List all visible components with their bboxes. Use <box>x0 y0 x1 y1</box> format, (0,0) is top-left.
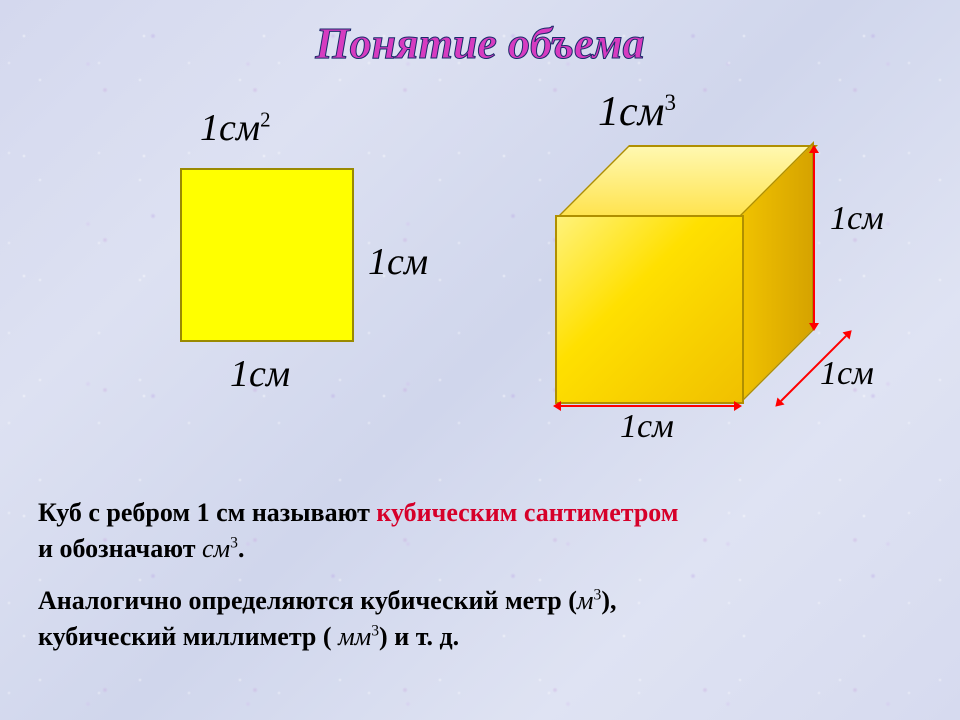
slide-title-fill: Понятие объема <box>315 19 644 68</box>
text-l3b-math: м3 <box>577 586 601 615</box>
square-label-top-base: 1см <box>200 107 260 149</box>
cube-label-bottom-base: 1см <box>620 408 674 445</box>
square-label-right: 1см <box>368 240 428 284</box>
cube-face-front <box>555 215 744 404</box>
text-l3a: Аналогично определяются кубический метр … <box>38 586 577 615</box>
text-l2a: и обозначают <box>38 534 202 563</box>
figure-cube: 1см3 1см 1см 1см <box>520 100 920 470</box>
text-l4a: кубический миллиметр ( <box>38 622 338 651</box>
cube-label-top: 1см3 <box>598 88 676 136</box>
cube-label-right-upper: 1см <box>830 200 884 238</box>
text-l4d: и т. д. <box>394 622 459 651</box>
cube-label-bottom: 1см <box>620 408 674 446</box>
cube-label-top-base: 1см <box>598 89 664 135</box>
figures-stage: 1см2 1см 1см 1см3 1см 1см 1 <box>0 100 960 470</box>
square-shape <box>180 168 354 342</box>
slide-title: Понятие объема Понятие объема <box>0 18 960 69</box>
text-l2c: . <box>238 534 245 563</box>
explanation-text: Куб с ребром 1 см называют кубическим са… <box>38 498 922 658</box>
cube-arrow-height <box>813 153 815 323</box>
cube-label-right-upper-base: 1см <box>830 200 884 237</box>
text-l3c: ), <box>601 586 616 615</box>
text-l1b-red: кубическим сантиметром <box>376 498 678 527</box>
text-l4b-math: мм3 <box>338 622 379 651</box>
text-l4c: ) <box>379 622 394 651</box>
square-label-bottom: 1см <box>230 352 290 396</box>
square-label-top-sup: 2 <box>260 107 270 131</box>
text-l2b-math: см3 <box>202 534 238 563</box>
cube-arrow-width <box>561 405 734 407</box>
cube-label-top-sup: 3 <box>664 89 676 115</box>
square-label-right-base: 1см <box>368 241 428 283</box>
square-label-bottom-base: 1см <box>230 353 290 395</box>
cube-label-right-lower: 1см <box>820 355 874 393</box>
cube-shape <box>555 145 815 405</box>
square-label-top: 1см2 <box>200 106 271 150</box>
text-l1a: Куб с ребром 1 см называют <box>38 498 376 527</box>
figure-square: 1см2 1см 1см <box>140 100 460 460</box>
cube-label-right-lower-base: 1см <box>820 355 874 392</box>
